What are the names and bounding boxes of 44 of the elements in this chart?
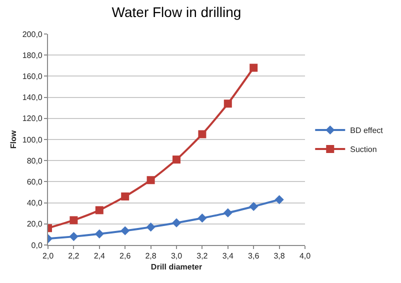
- y-tick-label: 0,0: [31, 240, 43, 250]
- point: [172, 156, 180, 164]
- y-tick-label: 140,0: [22, 93, 43, 102]
- y-tick-label: 120,0: [22, 114, 43, 124]
- point: [70, 216, 78, 224]
- y-tick-label: 60,0: [26, 178, 43, 186]
- x-tick-label: 3,4: [222, 252, 234, 261]
- x-tick-label: 3,2: [196, 252, 208, 261]
- chart-title: Water Flow in drilling: [112, 4, 242, 20]
- point: [224, 100, 232, 108]
- point: [146, 222, 156, 232]
- point: [69, 232, 78, 242]
- y-tick-label: 160,0: [22, 72, 43, 81]
- point: [95, 206, 104, 214]
- point: [223, 208, 232, 218]
- x-tick-label: 2,8: [145, 252, 157, 261]
- y-tick-label: 180,0: [22, 50, 43, 60]
- y-tick-label: 80,0: [26, 156, 43, 166]
- point: [146, 176, 155, 184]
- x-tick-label: 3,8: [274, 252, 286, 261]
- point: [250, 64, 258, 72]
- point: [198, 214, 207, 223]
- point: [198, 130, 206, 138]
- point: [121, 192, 130, 200]
- point: [120, 226, 130, 236]
- y-tick-label: 20,0: [26, 220, 43, 229]
- point: [249, 202, 258, 212]
- x-tick-label: 2,0: [42, 252, 54, 261]
- legend-label: BD effect: [350, 126, 384, 136]
- point: [172, 218, 182, 228]
- point: [94, 229, 104, 238]
- y-tick-label: 200,0: [22, 30, 43, 39]
- x-tick-label: 2,2: [68, 252, 80, 261]
- y-axis-title: Flow: [9, 130, 18, 149]
- x-tick-label: 2,6: [120, 252, 132, 261]
- x-tick-label: 3,6: [248, 252, 260, 261]
- y-tick-label: 40,0: [26, 198, 43, 208]
- x-tick-label: 4,0: [299, 252, 312, 261]
- x-axis-title: Drill diameter: [150, 262, 202, 272]
- x-tick-label: 3,0: [170, 252, 183, 261]
- y-tick-label: 100,0: [22, 135, 43, 144]
- legend-label: Suction: [350, 145, 377, 154]
- x-tick-label: 2,4: [94, 252, 106, 261]
- point: [274, 195, 284, 204]
